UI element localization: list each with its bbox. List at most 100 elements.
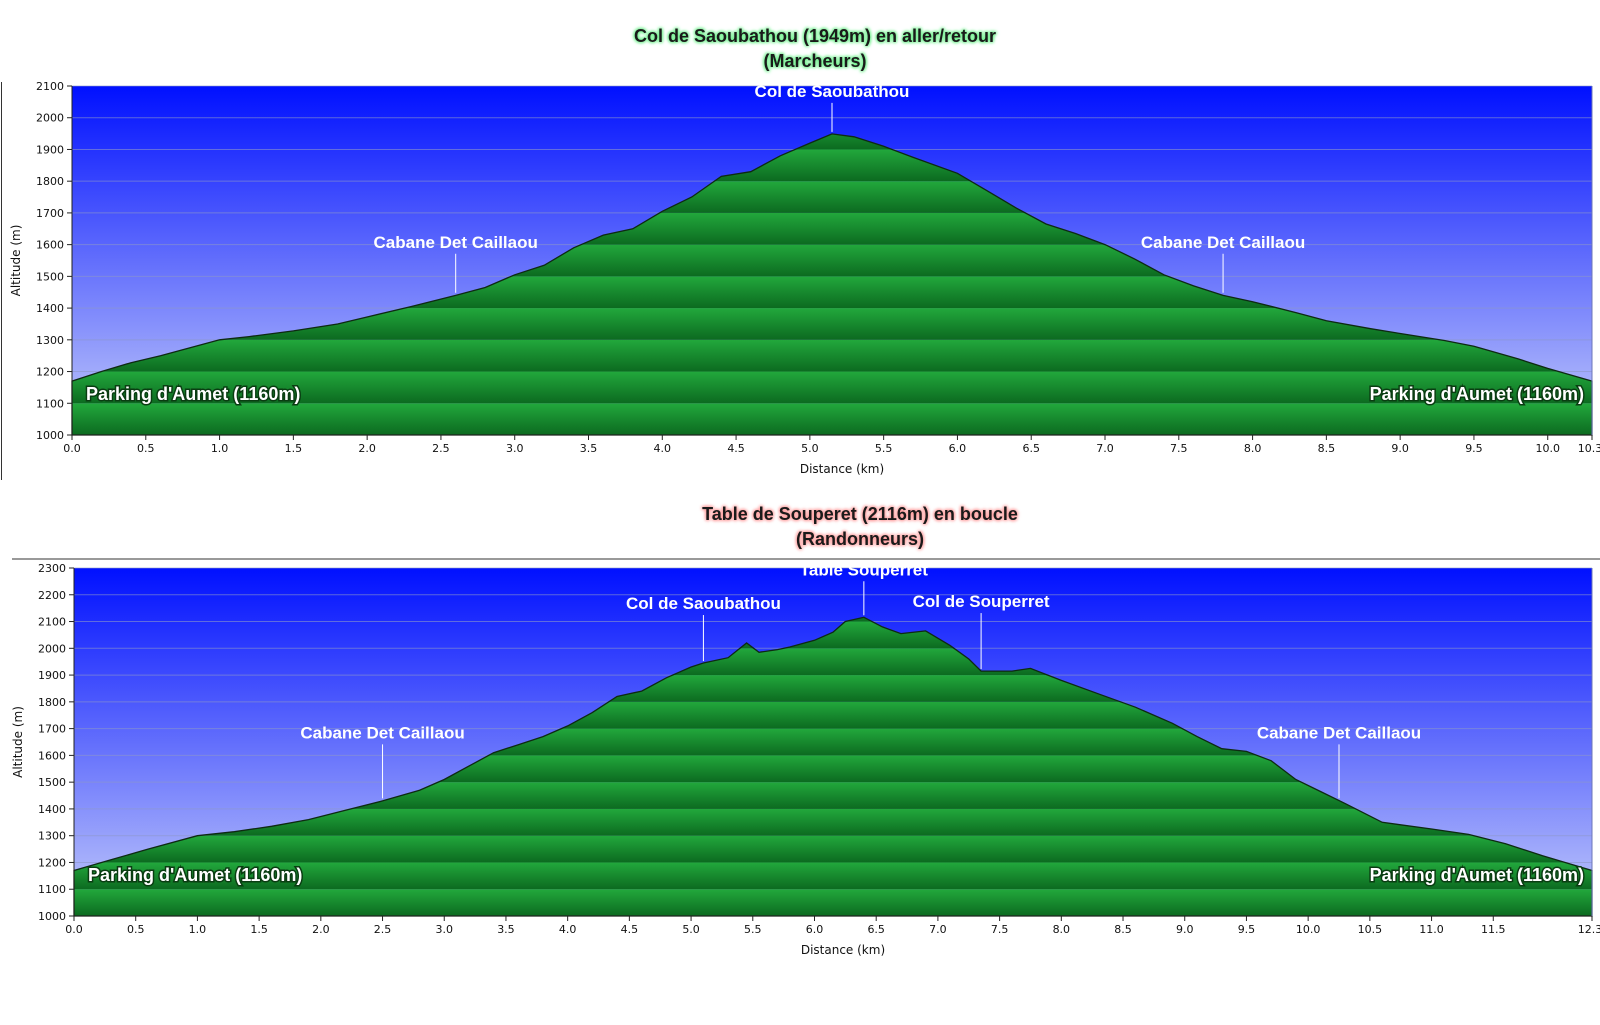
start-point-label: Parking d'Aumet (1160m) (86, 384, 300, 404)
y-tick-label: 2100 (36, 80, 64, 93)
x-tick-label: 4.0 (559, 923, 577, 936)
x-tick-label: 7.5 (1170, 442, 1188, 455)
x-tick-label: 3.0 (506, 442, 524, 455)
x-axis-label: Distance (km) (801, 943, 885, 957)
x-tick-label: 8.5 (1318, 442, 1336, 455)
x-tick-label: 8.0 (1053, 923, 1071, 936)
y-tick-label: 2000 (36, 112, 64, 125)
x-tick-label: 7.0 (1096, 442, 1114, 455)
x-tick-label: 7.5 (991, 923, 1009, 936)
y-tick-label: 1900 (38, 669, 66, 682)
x-tick-label: 2.0 (312, 923, 330, 936)
annotation-label: Col de Saoubathou (626, 594, 781, 613)
x-tick-label: 0.0 (63, 442, 81, 455)
x-tick-label: 10.3 (1578, 442, 1600, 455)
y-tick-label: 1900 (36, 143, 64, 156)
y-tick-label: 1600 (38, 749, 66, 762)
y-tick-label: 1200 (38, 856, 66, 869)
x-tick-label: 3.5 (580, 442, 598, 455)
y-tick-label: 2100 (38, 616, 66, 629)
y-tick-label: 1700 (38, 723, 66, 736)
y-tick-label: 1800 (38, 696, 66, 709)
annotation-label: Col de Souperret (913, 592, 1050, 611)
elevation-chart-col-de-saoubathou: 1000 1100 1200 1300 1400 1500 1600 1700 1800 1900… (1, 80, 1600, 480)
x-tick-label: 1.0 (211, 442, 229, 455)
y-tick-label: 1300 (38, 830, 66, 843)
elevation-profile-line (71, 133, 1593, 436)
annotation-label: Col de Saoubathou (755, 82, 910, 101)
y-tick-label: 2000 (38, 642, 66, 655)
x-tick-label: 1.0 (189, 923, 207, 936)
x-tick-label: 7.0 (929, 923, 947, 936)
x-tick-label: 10.0 (1535, 442, 1560, 455)
x-tick-label: 2.5 (432, 442, 450, 455)
y-tick-label: 1100 (36, 397, 64, 410)
y-tick-label: 1100 (38, 883, 66, 896)
x-tick-label: 0.5 (137, 442, 155, 455)
x-tick-label: 5.5 (744, 923, 762, 936)
x-tick-label: 5.0 (801, 442, 819, 455)
y-tick-label: 1000 (38, 910, 66, 923)
end-point-label: Parking d'Aumet (1160m) (1370, 384, 1584, 404)
y-tick-label: 1500 (36, 270, 64, 283)
x-tick-label: 11.5 (1481, 923, 1506, 936)
x-tick-label: 1.5 (285, 442, 303, 455)
x-tick-label: 4.0 (654, 442, 672, 455)
x-tick-label: 9.5 (1465, 442, 1483, 455)
y-tick-label: 1400 (38, 803, 66, 816)
x-tick-label: 4.5 (621, 923, 639, 936)
annotation-label: Table Souperret (800, 560, 928, 579)
terrain-band (72, 403, 1592, 435)
x-tick-label: 9.0 (1391, 442, 1409, 455)
x-tick-label: 5.0 (682, 923, 700, 936)
end-point-label: Parking d'Aumet (1160m) (1370, 865, 1584, 885)
y-tick-label: 1000 (36, 429, 64, 442)
elevation-profile-line (73, 616, 1593, 917)
x-tick-label: 1.5 (250, 923, 268, 936)
x-tick-label: 11.0 (1419, 923, 1444, 936)
x-tick-label: 12.3 (1578, 923, 1600, 936)
x-tick-label: 8.0 (1244, 442, 1262, 455)
y-tick-label: 1300 (36, 334, 64, 347)
terrain-band (72, 339, 1592, 372)
start-point-label: Parking d'Aumet (1160m) (88, 865, 302, 885)
y-tick-label: 2300 (38, 562, 66, 575)
y-axis-label: Altitude (m) (9, 225, 23, 297)
x-tick-label: 8.5 (1114, 923, 1132, 936)
x-axis-label: Distance (km) (800, 462, 884, 476)
x-tick-label: 5.5 (875, 442, 893, 455)
terrain-band (74, 862, 1592, 890)
chart2-title: Table de Souperet (2116m) en boucle (Ran… (702, 504, 1018, 549)
x-tick-label: 6.0 (806, 923, 824, 936)
terrain-band (72, 371, 1592, 404)
y-tick-label: 2200 (38, 589, 66, 602)
x-tick-label: 9.0 (1176, 923, 1194, 936)
x-tick-label: 6.5 (867, 923, 885, 936)
y-tick-label: 1400 (36, 302, 64, 315)
y-tick-label: 1700 (36, 207, 64, 220)
y-tick-label: 1200 (36, 366, 64, 379)
terrain-band (74, 835, 1592, 863)
annotation-label: Cabane Det Caillaou (1141, 233, 1305, 252)
x-tick-label: 3.0 (435, 923, 453, 936)
annotation-label: Cabane Det Caillaou (1257, 723, 1421, 742)
elevation-chart-table-de-souperet: 1000 1100 1200 1300 1400 1500 1600 1700 1800 1900… (11, 558, 1600, 957)
x-tick-label: 2.0 (358, 442, 376, 455)
annotation-label: Cabane Det Caillaou (374, 233, 538, 252)
x-tick-label: 2.5 (374, 923, 392, 936)
y-tick-label: 1500 (38, 776, 66, 789)
y-axis-label: Altitude (m) (11, 706, 25, 778)
x-tick-label: 0.0 (65, 923, 83, 936)
annotation-label: Cabane Det Caillaou (300, 723, 464, 742)
x-tick-label: 0.5 (127, 923, 145, 936)
terrain-band (74, 889, 1592, 916)
chart1-title: Col de Saoubathou (1949m) en aller/retou… (633, 26, 997, 71)
x-tick-label: 10.0 (1296, 923, 1321, 936)
x-tick-label: 9.5 (1238, 923, 1256, 936)
y-tick-label: 1800 (36, 175, 64, 188)
x-tick-label: 10.5 (1358, 923, 1383, 936)
x-tick-label: 6.0 (949, 442, 967, 455)
x-tick-label: 6.5 (1022, 442, 1040, 455)
x-tick-label: 3.5 (497, 923, 515, 936)
y-tick-label: 1600 (36, 239, 64, 252)
